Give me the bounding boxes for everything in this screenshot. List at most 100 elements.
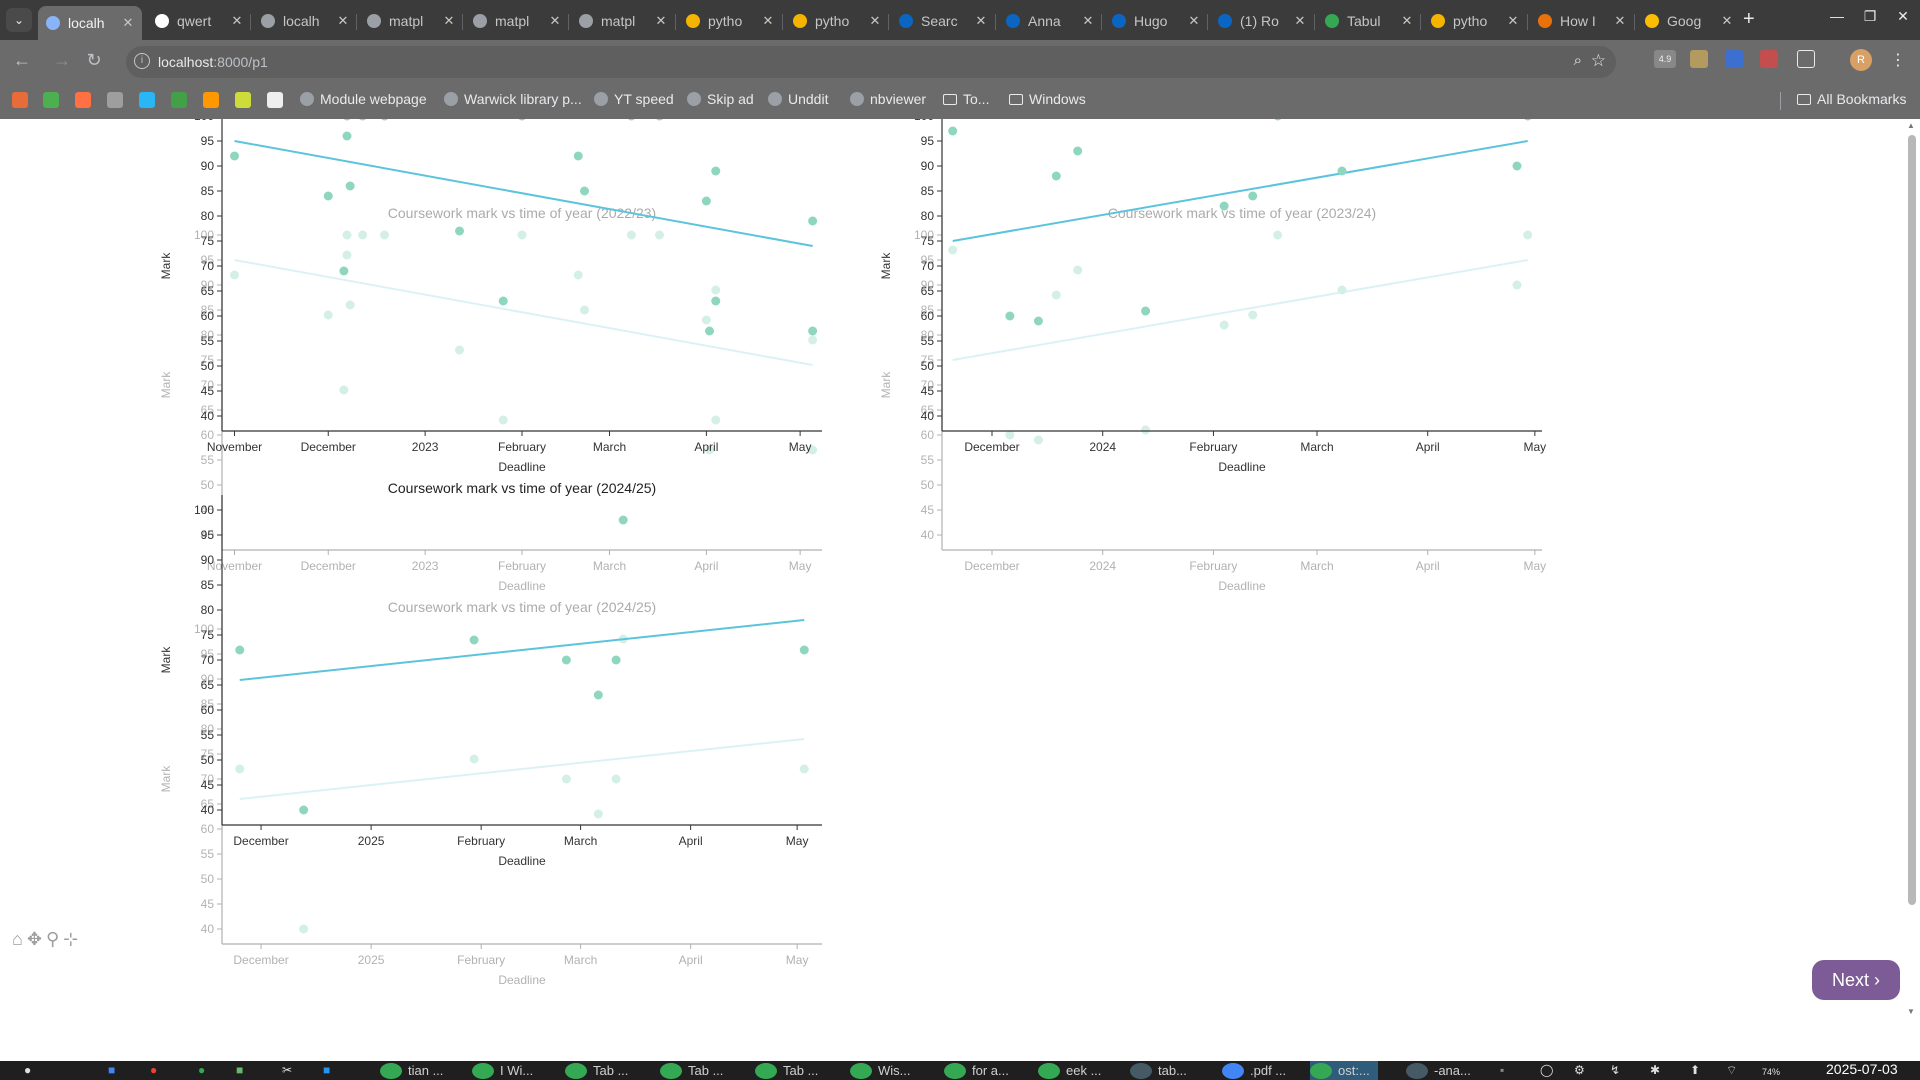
- bookmark-link[interactable]: nbviewer: [850, 91, 926, 107]
- browser-tab[interactable]: pytho ✕: [1423, 6, 1527, 36]
- browser-tab[interactable]: Searc ✕: [891, 6, 995, 36]
- taskbar-app[interactable]: Tab ...: [660, 1061, 723, 1080]
- tray-icon-4[interactable]: ↯: [1610, 1063, 1621, 1077]
- tab-close-icon[interactable]: ✕: [762, 13, 774, 28]
- tab-close-icon[interactable]: ✕: [1507, 13, 1519, 28]
- minimize-icon[interactable]: —: [1830, 8, 1844, 24]
- bookmark-link[interactable]: Module webpage: [300, 91, 427, 107]
- taskbar-pinned-icon-5[interactable]: ✂: [282, 1063, 293, 1077]
- reload-icon[interactable]: ↻: [86, 50, 102, 70]
- zoom-icon[interactable]: ⚲: [45, 929, 60, 949]
- taskbar-pinned-icon-3[interactable]: ●: [198, 1063, 206, 1077]
- tab-close-icon[interactable]: ✕: [122, 15, 134, 30]
- taskbar-app[interactable]: I Wi...: [472, 1061, 533, 1080]
- bookmark-icon-1[interactable]: [12, 92, 28, 108]
- browser-tab[interactable]: pytho ✕: [785, 6, 889, 36]
- restore-icon[interactable]: ❐: [1863, 8, 1877, 24]
- taskbar-app[interactable]: tian ...: [380, 1061, 443, 1080]
- wifi-icon[interactable]: ⌔: [1726, 1063, 1738, 1077]
- bookmark-star-icon[interactable]: ☆: [1590, 51, 1606, 70]
- browser-tab[interactable]: Hugo ✕: [1104, 6, 1208, 36]
- tab-close-icon[interactable]: ✕: [231, 13, 243, 28]
- browser-tab[interactable]: How I ✕: [1530, 6, 1634, 36]
- browser-menu-icon[interactable]: ⋮: [1890, 52, 1906, 69]
- home-icon[interactable]: ⌂: [12, 929, 23, 949]
- page-scrollbar[interactable]: ▲ ▼: [1906, 121, 1918, 1016]
- browser-tab[interactable]: matpl ✕: [571, 6, 675, 36]
- tray-icon-5[interactable]: ✱: [1650, 1063, 1661, 1077]
- pan-icon[interactable]: ✥: [26, 929, 42, 949]
- browser-tab[interactable]: localh ✕: [253, 6, 357, 36]
- bookmark-icon-7[interactable]: [203, 92, 219, 108]
- tab-close-icon[interactable]: ✕: [1294, 13, 1306, 28]
- extensions-puzzle-icon[interactable]: [1797, 50, 1815, 68]
- bookmark-icon-4[interactable]: [107, 92, 123, 108]
- tab-close-icon[interactable]: ✕: [1614, 13, 1626, 28]
- extension-notes-icon[interactable]: [1690, 50, 1708, 68]
- bookmark-icon-2[interactable]: [43, 92, 59, 108]
- forward-icon[interactable]: →: [53, 50, 71, 70]
- browser-tab[interactable]: matpl ✕: [465, 6, 569, 36]
- taskbar-app[interactable]: .pdf ...: [1222, 1061, 1286, 1080]
- browser-tab[interactable]: pytho ✕: [678, 6, 782, 36]
- tab-close-icon[interactable]: ✕: [549, 13, 561, 28]
- tab-close-icon[interactable]: ✕: [655, 13, 667, 28]
- bookmark-link[interactable]: Unddit: [768, 91, 828, 107]
- extension-ublock-icon[interactable]: [1760, 50, 1778, 68]
- tab-close-icon[interactable]: ✕: [975, 13, 987, 28]
- bookmark-folder[interactable]: To...: [943, 91, 989, 107]
- extension-rating-icon[interactable]: 4.9: [1654, 50, 1676, 68]
- bookmark-link[interactable]: Skip ad: [687, 91, 754, 107]
- taskbar-app[interactable]: ost:...: [1310, 1061, 1378, 1080]
- browser-tab[interactable]: matpl ✕: [359, 6, 463, 36]
- extension-shield-icon[interactable]: [1725, 50, 1743, 68]
- scroll-down-icon[interactable]: ▼: [1907, 1007, 1915, 1016]
- taskbar-app[interactable]: Tab ...: [755, 1061, 818, 1080]
- tab-close-icon[interactable]: ✕: [1188, 13, 1200, 28]
- start-dot-icon[interactable]: ●: [24, 1063, 32, 1077]
- bookmark-icon-9[interactable]: [267, 92, 283, 108]
- next-button[interactable]: Next ›: [1812, 960, 1900, 1000]
- bookmark-link[interactable]: YT speed: [594, 91, 674, 107]
- tab-close-icon[interactable]: ✕: [1721, 13, 1733, 28]
- browser-tab[interactable]: Goog ✕: [1637, 6, 1741, 36]
- browser-tab[interactable]: Tabul ✕: [1317, 6, 1421, 36]
- taskbar-pinned-icon-2[interactable]: ●: [150, 1063, 158, 1077]
- taskbar-pinned-icon-4[interactable]: ■: [236, 1063, 244, 1077]
- browser-tab[interactable]: localh ✕: [38, 6, 142, 40]
- back-icon[interactable]: ←: [13, 50, 31, 70]
- taskbar-app[interactable]: for a...: [944, 1061, 1009, 1080]
- close-window-icon[interactable]: ✕: [1897, 8, 1909, 24]
- bookmark-icon-3[interactable]: [75, 92, 91, 108]
- tray-icon-6[interactable]: ⬆: [1690, 1063, 1701, 1077]
- site-info-icon[interactable]: i: [134, 53, 150, 69]
- taskbar-app[interactable]: Wis...: [850, 1061, 911, 1080]
- tab-search-button[interactable]: ⌄: [6, 8, 32, 32]
- bookmark-icon-5[interactable]: [139, 92, 155, 108]
- tab-close-icon[interactable]: ✕: [443, 13, 455, 28]
- taskbar-app[interactable]: Tab ...: [565, 1061, 628, 1080]
- new-tab-button[interactable]: +: [1743, 8, 1755, 30]
- taskbar-pinned-icon-1[interactable]: ■: [108, 1063, 116, 1077]
- bookmark-folder[interactable]: Windows: [1009, 91, 1086, 107]
- bookmark-icon-8[interactable]: [235, 92, 251, 108]
- profile-avatar[interactable]: R: [1850, 49, 1872, 71]
- scrollbar-thumb[interactable]: [1908, 135, 1916, 905]
- address-bar[interactable]: i localhost:8000/p1 ⌕ ☆: [126, 46, 1616, 78]
- scroll-up-icon[interactable]: ▲: [1907, 121, 1915, 130]
- browser-tab[interactable]: qwert ✕: [147, 6, 251, 36]
- browser-tab[interactable]: Anna ✕: [998, 6, 1102, 36]
- taskbar-pinned-icon-6[interactable]: ■: [323, 1063, 331, 1077]
- tray-icon-2[interactable]: ◯: [1540, 1063, 1554, 1077]
- tray-icon-3[interactable]: ⚙: [1574, 1063, 1585, 1077]
- bookmark-icon-6[interactable]: [171, 92, 187, 108]
- tab-close-icon[interactable]: ✕: [1401, 13, 1413, 28]
- tray-icon-1[interactable]: ▪: [1500, 1063, 1505, 1077]
- taskbar-app[interactable]: eek ...: [1038, 1061, 1101, 1080]
- tab-close-icon[interactable]: ✕: [869, 13, 881, 28]
- all-bookmarks[interactable]: All Bookmarks: [1797, 91, 1906, 107]
- bookmark-link[interactable]: Warwick library p...: [444, 91, 582, 107]
- taskbar-app[interactable]: -ana...: [1406, 1061, 1471, 1080]
- tab-close-icon[interactable]: ✕: [337, 13, 349, 28]
- subplots-icon[interactable]: ⊹: [63, 929, 79, 949]
